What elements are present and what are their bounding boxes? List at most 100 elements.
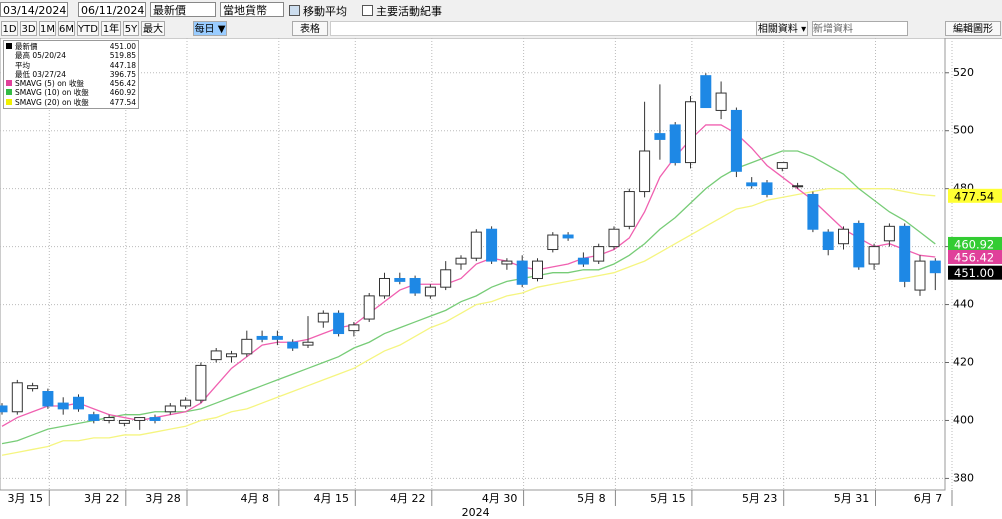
legend-value: 477.54: [109, 97, 136, 107]
candle-body: [746, 182, 758, 187]
candle-body: [623, 191, 635, 227]
legend-label: SMAVG (20) on 收盤: [15, 97, 89, 107]
candle-body: [27, 385, 39, 390]
legend-label: SMAVG (5) on 收盤: [15, 79, 84, 89]
candle-body: [195, 364, 207, 401]
legend-value: 460.92: [109, 88, 136, 98]
legend-label: 最新價: [15, 42, 38, 51]
legend-row: 最低 03/27/24 396.75: [6, 70, 136, 79]
x-tick-label: 6月 7: [914, 492, 943, 505]
legend-value: 451.00: [109, 42, 136, 51]
legend-swatch: [6, 43, 12, 49]
x-tick-label: 5月 23: [742, 492, 778, 505]
candle-body: [103, 417, 115, 421]
candle-body: [210, 350, 222, 361]
x-tick-label: 5月 8: [577, 492, 606, 505]
candle-body: [149, 417, 161, 421]
candle-body: [700, 75, 712, 109]
legend-left: SMAVG (10) on 收盤: [6, 88, 89, 97]
candle-body: [899, 225, 911, 282]
year-label: 2024: [462, 506, 490, 519]
add-field[interactable]: 新增資料: [812, 21, 908, 36]
candle-body: [256, 335, 268, 340]
events-label: 主要活動紀事: [376, 5, 442, 18]
candle-body: [241, 338, 253, 355]
candle-body: [180, 399, 192, 407]
candle-body: [792, 185, 804, 188]
period-button[interactable]: 最大: [141, 21, 165, 36]
legend-label: 最高 05/20/24: [15, 51, 67, 61]
candle-body: [730, 109, 742, 172]
candle-body: [11, 382, 23, 413]
y-tick-label: 400: [953, 413, 974, 426]
candle-body: [226, 353, 237, 358]
candle-body: [914, 260, 926, 291]
candle-body: [440, 269, 452, 288]
frequency[interactable]: 每日 ▼: [193, 21, 227, 36]
candle-body: [348, 324, 360, 332]
candle-body: [562, 234, 574, 239]
candle-body: [501, 260, 513, 265]
price-tag: [948, 188, 1002, 203]
legend-label: 平均: [15, 60, 30, 70]
ma-label: 移動平均: [303, 5, 347, 18]
legend-label: 最低 03/27/24: [15, 69, 67, 79]
candle-body: [470, 231, 482, 259]
period-button[interactable]: 1D: [1, 21, 18, 36]
price-tag-label: 456.42: [954, 250, 994, 264]
period-button[interactable]: 1M: [39, 21, 56, 36]
x-tick-label: 4月 8: [241, 492, 270, 505]
related-button[interactable]: 相關資料 ▾: [756, 21, 808, 36]
legend-label: SMAVG (10) on 收盤: [15, 88, 89, 98]
legend-left: 平均: [6, 61, 30, 70]
candle-body: [715, 92, 727, 111]
sma-line: [1, 188, 936, 456]
price-tag-label: 477.54: [954, 189, 994, 203]
legend-swatch: [6, 89, 12, 96]
candle-body: [868, 246, 880, 265]
events-checkbox[interactable]: 主要活動紀事: [362, 3, 442, 19]
candle-body: [547, 234, 559, 251]
period-button[interactable]: 1年: [101, 21, 121, 36]
legend-row: 平均 447.18: [6, 61, 136, 70]
start-date[interactable]: 03/14/2024: [0, 2, 68, 17]
legend-left: SMAVG (5) on 收盤: [6, 79, 84, 88]
edit-button[interactable]: 編輯圖形: [945, 21, 1001, 36]
x-tick-label: 3月 15: [8, 492, 44, 505]
legend-left: 最新價: [6, 42, 38, 51]
candle-body: [134, 417, 146, 421]
legend-left: 最高 05/20/24: [6, 51, 66, 60]
candle-body: [394, 277, 406, 282]
legend-swatch: [6, 52, 12, 58]
table-button[interactable]: 表格: [292, 21, 328, 36]
x-tick-label: 3月 22: [84, 492, 120, 505]
candle-body: [363, 295, 375, 320]
currency-select[interactable]: 當地貨幣: [220, 2, 284, 17]
blank-field: [330, 21, 806, 36]
candle-body: [271, 335, 283, 340]
period-button[interactable]: 6M: [58, 21, 75, 36]
period-button[interactable]: YTD: [77, 21, 99, 36]
period-button[interactable]: 3D: [20, 21, 37, 36]
ma-checkbox[interactable]: 移動平均: [289, 3, 347, 19]
price-tag-label: 460.92: [954, 237, 994, 251]
candle-body: [838, 228, 849, 245]
candle-body: [761, 182, 773, 195]
end-date[interactable]: 06/11/2024: [78, 2, 146, 17]
x-tick-label: 5月 15: [650, 492, 686, 505]
field-select[interactable]: 最新價: [150, 2, 216, 17]
candle-body: [73, 396, 84, 410]
y-tick-label: 500: [953, 124, 974, 137]
legend-swatch: [6, 62, 12, 68]
period-button[interactable]: 5Y: [123, 21, 139, 36]
x-tick-label: 4月 22: [390, 492, 426, 505]
candle-body: [822, 231, 834, 251]
price-tag: [948, 249, 1002, 264]
price-tag: [948, 236, 1002, 251]
legend-left: 最低 03/27/24: [6, 70, 66, 79]
candle-body: [424, 286, 436, 297]
sma-line: [1, 150, 936, 445]
x-tick-label: 3月 28: [145, 492, 181, 505]
